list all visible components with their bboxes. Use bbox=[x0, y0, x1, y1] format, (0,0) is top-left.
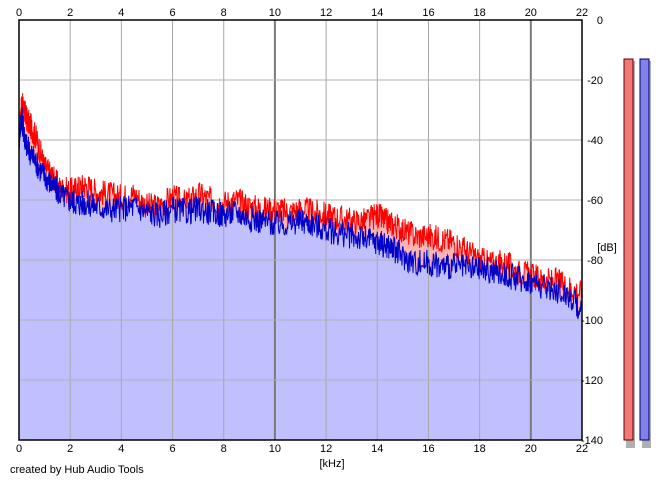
x-tick-label-top: 6 bbox=[169, 7, 175, 19]
x-tick-label-top: 16 bbox=[422, 7, 434, 19]
x-tick-label-bottom: 20 bbox=[525, 443, 537, 455]
x-tick-label-bottom: 16 bbox=[422, 443, 434, 455]
spectrum-lines bbox=[18, 93, 583, 319]
level-meter-2 bbox=[639, 58, 650, 441]
y-tick-label: -20 bbox=[587, 75, 603, 87]
x-tick-label-bottom: 0 bbox=[16, 443, 22, 455]
level-meters bbox=[623, 58, 651, 448]
spectrum-fills bbox=[19, 93, 582, 440]
y-tick-label: -120 bbox=[581, 375, 603, 387]
level-meter-1 bbox=[623, 58, 634, 441]
y-tick-label: -80 bbox=[587, 255, 603, 267]
x-tick-label-bottom: 12 bbox=[320, 443, 332, 455]
series-2-line bbox=[18, 107, 583, 319]
x-tick-label-bottom: 10 bbox=[269, 443, 281, 455]
y-tick-label: -100 bbox=[581, 315, 603, 327]
series-2-area bbox=[19, 107, 582, 440]
y-tick-label: 0 bbox=[597, 15, 603, 27]
x-tick-labels-bottom: 0 2 4 6 8 10 12 14 16 18 20 22 bbox=[16, 443, 588, 455]
x-tick-label-top: 8 bbox=[221, 7, 227, 19]
plot-border bbox=[18, 19, 583, 441]
x-tick-label-top: 10 bbox=[269, 7, 281, 19]
x-tick-label-top: 0 bbox=[16, 7, 22, 19]
x-tick-label-bottom: 8 bbox=[221, 443, 227, 455]
y-tick-labels: 0 -20 -40 -60 -80 -100 -120 -140 bbox=[581, 15, 603, 447]
x-tick-label-top: 22 bbox=[576, 7, 588, 19]
x-tick-label-top: 4 bbox=[118, 7, 124, 19]
x-tick-label-bottom: 14 bbox=[371, 443, 383, 455]
x-tick-label-bottom: 22 bbox=[576, 443, 588, 455]
y-tick-label: -40 bbox=[587, 135, 603, 147]
x-tick-label-top: 2 bbox=[67, 7, 73, 19]
x-axis-label: [kHz] bbox=[319, 458, 344, 470]
plot-frame bbox=[18, 19, 583, 441]
x-tick-label-top: 18 bbox=[474, 7, 486, 19]
y-tick-label: -140 bbox=[581, 435, 603, 447]
x-tick-label-top: 14 bbox=[371, 7, 383, 19]
x-tick-label-top: 20 bbox=[525, 7, 537, 19]
x-tick-label-bottom: 18 bbox=[474, 443, 486, 455]
x-tick-label-top: 12 bbox=[320, 7, 332, 19]
x-tick-labels-top: 0 2 4 6 8 10 12 14 16 18 20 22 bbox=[16, 7, 588, 19]
credit-text: created by Hub Audio Tools bbox=[10, 464, 144, 476]
x-tick-label-bottom: 6 bbox=[169, 443, 175, 455]
y-tick-label: -60 bbox=[587, 195, 603, 207]
x-tick-label-bottom: 2 bbox=[67, 443, 73, 455]
x-tick-label-bottom: 4 bbox=[118, 443, 124, 455]
y-axis-label: [dB] bbox=[597, 242, 617, 254]
